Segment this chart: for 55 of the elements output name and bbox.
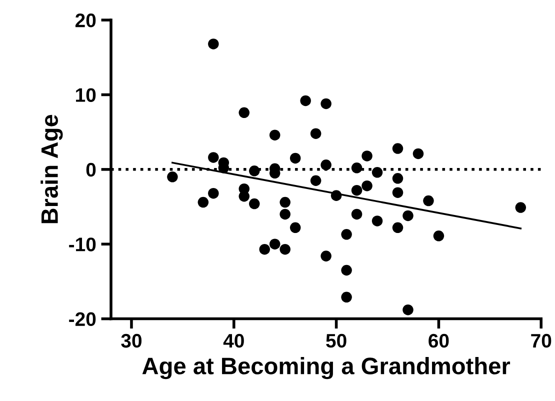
point	[248, 166, 260, 176]
x-tick-label: 50	[326, 334, 346, 348]
point	[351, 184, 362, 196]
point	[362, 180, 372, 192]
point	[392, 222, 404, 234]
x-tick-label: 60	[428, 334, 449, 348]
point	[208, 38, 219, 50]
point	[320, 250, 332, 262]
point	[412, 148, 424, 160]
x-tick-label: 30	[121, 334, 142, 348]
point	[280, 208, 290, 220]
point	[433, 230, 444, 242]
point	[515, 202, 526, 213]
point	[238, 107, 250, 118]
point	[259, 244, 270, 255]
point	[198, 196, 209, 208]
y-axis-title: Brain Age	[40, 114, 63, 224]
y-tick-label: 0	[86, 162, 96, 177]
y-tick-label: -10	[69, 238, 96, 252]
point	[423, 195, 434, 206]
point	[208, 188, 219, 199]
x-tick-label: 70	[531, 334, 552, 348]
point	[310, 175, 322, 186]
x-axis-title: Age at Becoming a Grandmother	[142, 357, 510, 380]
point	[402, 304, 414, 316]
point	[351, 208, 362, 220]
point	[341, 229, 352, 240]
point	[320, 160, 332, 170]
point	[402, 210, 414, 222]
point	[310, 128, 322, 139]
point	[248, 198, 260, 210]
point	[280, 244, 290, 255]
point	[392, 187, 404, 198]
point	[269, 130, 280, 140]
y-tick-label: 20	[75, 14, 96, 28]
point	[167, 172, 178, 182]
y-tick-label: 10	[76, 88, 96, 102]
point	[280, 196, 290, 208]
point	[372, 167, 383, 178]
point	[320, 98, 332, 110]
point	[351, 162, 362, 174]
point	[208, 152, 219, 163]
point	[392, 173, 404, 184]
point	[362, 150, 372, 162]
point	[290, 152, 301, 164]
point	[269, 238, 280, 250]
y-tick-label: -20	[69, 312, 96, 326]
point	[392, 143, 404, 154]
point	[341, 264, 352, 276]
x-tick-label: 40	[223, 334, 244, 348]
point	[341, 292, 352, 303]
point	[330, 190, 342, 201]
point	[290, 222, 301, 234]
point	[300, 95, 311, 106]
point	[372, 216, 383, 226]
